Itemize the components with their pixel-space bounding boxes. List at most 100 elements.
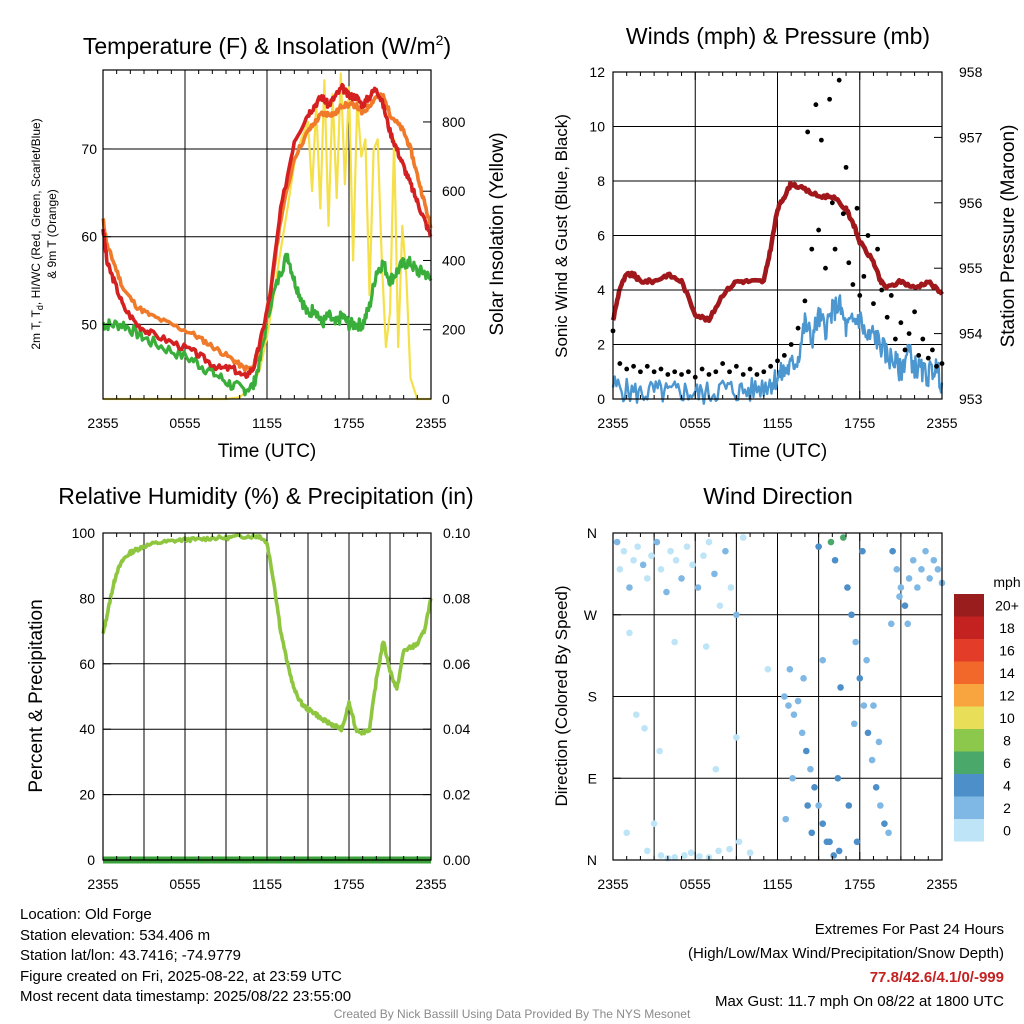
direction-point [837, 684, 844, 691]
gust-point [802, 298, 808, 304]
gust-point [805, 129, 811, 135]
direction-point [868, 756, 876, 764]
gust-point [846, 260, 852, 266]
gust-point [854, 205, 860, 211]
y-right-tick-label: 958 [959, 64, 983, 80]
gust-point [871, 301, 876, 307]
max-gust: Max Gust: 11.7 mph On 08/22 at 1800 UTC [714, 993, 1004, 1010]
gust-point [740, 372, 746, 377]
direction-point [827, 538, 835, 546]
recent-timestamp: Most recent data timestamp: 2025/08/22 2… [20, 988, 352, 1005]
direction-point [786, 665, 794, 673]
direction-point [616, 566, 624, 573]
gust-point [920, 336, 926, 342]
y-tick-label: S [588, 689, 597, 705]
direction-point [790, 711, 798, 718]
y-tick-label: 12 [589, 64, 605, 80]
dewpoint-line [101, 252, 433, 397]
direction-point [626, 584, 633, 591]
direction-point [802, 747, 810, 755]
gust-point [850, 282, 856, 287]
direction-point [875, 738, 883, 746]
colorbar-label: 20+ [995, 597, 1019, 613]
station-elevation: Station elevation: 534.406 m [20, 926, 211, 944]
y-right-tick-label: 0.00 [443, 852, 470, 868]
humidity-tick-labels: 2355 0555 1155 1755 2355 0 20 40 60 80 100 0.00 0.02… [72, 525, 471, 892]
direction-point [840, 534, 847, 541]
direction-point [711, 570, 718, 578]
y-tick-label: 0 [597, 391, 605, 407]
y-tick-label: W [584, 607, 598, 623]
direction-point [781, 693, 788, 700]
gust-point [768, 363, 774, 369]
direction-point [845, 802, 853, 809]
wind-panel: Winds (mph) & Pressure (mb) 2355 0555 1155… [552, 23, 1019, 462]
y-right-tick-label: 200 [442, 322, 466, 338]
direction-panel-title: Wind Direction [703, 483, 853, 509]
x-tick-label: 2355 [87, 415, 118, 431]
direction-point [620, 547, 628, 555]
y-right-tick-label: 0.08 [443, 590, 470, 606]
direction-point [930, 556, 938, 564]
humidity-panel: Relative Humidity (%) & Precipitation (i… [26, 483, 474, 892]
gust-point [813, 102, 819, 108]
direction-point [648, 552, 655, 560]
colorbar-swatch [954, 706, 984, 729]
gust-point [644, 363, 650, 369]
direction-point [872, 784, 880, 791]
x-tick-label: 0555 [680, 415, 711, 431]
credit-line: Created By Nick Bassill Using Data Provi… [333, 1007, 691, 1021]
direction-point [918, 566, 925, 573]
direction-point [735, 838, 743, 846]
direction-point [733, 734, 740, 741]
direction-point [807, 765, 814, 773]
wind-grid [613, 72, 942, 399]
direction-ylabel-left: Direction (Colored By Speed) [552, 585, 571, 806]
direction-point [678, 575, 685, 582]
direction-point [856, 675, 864, 682]
direction-point [835, 847, 843, 855]
direction-point [794, 697, 802, 705]
direction-point [926, 575, 933, 582]
direction-point [877, 802, 884, 809]
speed-colorbar: mph 20+ 18 16 14 12 10 8 6 4 2 0 [954, 574, 1021, 842]
direction-point [671, 638, 678, 646]
gust-point [906, 331, 912, 336]
y-right-tick-label: 600 [442, 183, 466, 199]
colorbar-label: 10 [999, 710, 1015, 726]
y-right-tick-label: 0.02 [443, 787, 470, 803]
direction-point [905, 575, 913, 582]
direction-point [789, 774, 796, 782]
gust-point [754, 372, 760, 377]
colorbar-swatch [954, 639, 984, 662]
direction-point [657, 566, 665, 573]
y-right-tick-label: 0.06 [443, 656, 470, 672]
y-tick-label: 20 [79, 787, 95, 803]
x-tick-label: 1755 [333, 415, 364, 431]
gust-point [658, 366, 664, 372]
gust-point [818, 137, 824, 143]
direction-point [850, 720, 858, 728]
gust-point [840, 211, 846, 217]
direction-point [826, 838, 833, 846]
direction-point [819, 656, 827, 664]
y-tick-label: 70 [81, 141, 97, 157]
direction-point [914, 584, 921, 591]
y-tick-label: 80 [79, 590, 95, 606]
wind-tick-labels: 2355 0555 1155 1755 2355 0 2 4 6 8 10 12 953 954 955 95… [589, 64, 982, 431]
station-info: Location: Old Forge Station elevation: 5… [20, 905, 351, 1008]
direction-point [739, 534, 747, 541]
gust-point [884, 314, 890, 320]
x-tick-label: 2355 [926, 415, 957, 431]
gust-point [902, 347, 908, 353]
direction-point [804, 802, 811, 809]
gust-point [925, 355, 931, 361]
colorbar-label: 18 [999, 620, 1015, 636]
temperature-ylabel-left: 2m T, Td, HI/WC (Red, Green, Scarlet/Blu… [29, 118, 45, 349]
gust-point [795, 325, 801, 331]
direction-point [626, 629, 633, 637]
direction-point [897, 584, 905, 591]
y-tick-label: 50 [81, 316, 97, 332]
x-tick-label: 2355 [87, 876, 118, 892]
y-right-tick-label: 955 [959, 260, 983, 276]
